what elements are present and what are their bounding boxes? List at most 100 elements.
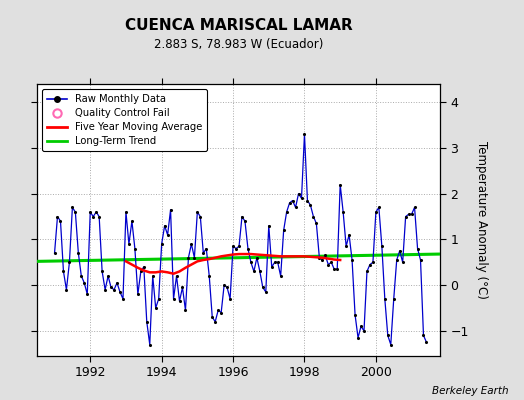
Point [396, 248, 404, 254]
Point [172, 273, 181, 279]
Point [155, 296, 163, 302]
Point [122, 209, 130, 215]
Point [351, 312, 359, 318]
Point [247, 259, 255, 266]
Text: CUENCA MARISCAL LAMAR: CUENCA MARISCAL LAMAR [125, 18, 352, 33]
Point [137, 268, 145, 275]
Point [238, 213, 246, 220]
Point [256, 268, 264, 275]
Point [223, 284, 231, 291]
Point [104, 273, 112, 279]
Point [336, 181, 344, 188]
Text: Berkeley Earth: Berkeley Earth [432, 386, 508, 396]
Point [354, 334, 362, 341]
Point [250, 268, 258, 275]
Point [226, 296, 234, 302]
Point [202, 245, 211, 252]
Point [178, 284, 187, 291]
Point [50, 250, 59, 256]
Point [74, 250, 83, 256]
Point [342, 243, 351, 250]
Point [169, 296, 178, 302]
Point [208, 314, 216, 320]
Y-axis label: Temperature Anomaly (°C): Temperature Anomaly (°C) [475, 141, 488, 299]
Point [139, 264, 148, 270]
Point [119, 296, 127, 302]
Point [348, 257, 356, 263]
Point [71, 209, 80, 215]
Point [318, 257, 326, 263]
Point [205, 273, 213, 279]
Point [148, 273, 157, 279]
Point [380, 296, 389, 302]
Point [229, 243, 237, 250]
Point [392, 257, 401, 263]
Point [389, 296, 398, 302]
Point [419, 332, 428, 339]
Point [98, 268, 106, 275]
Point [288, 197, 297, 204]
Point [68, 204, 77, 211]
Point [369, 259, 377, 266]
Point [378, 243, 386, 250]
Point [184, 254, 193, 261]
Point [303, 197, 312, 204]
Point [398, 259, 407, 266]
Point [357, 323, 365, 330]
Point [83, 291, 92, 298]
Point [193, 209, 202, 215]
Point [107, 284, 115, 291]
Point [211, 318, 220, 325]
Point [244, 245, 252, 252]
Point [62, 286, 71, 293]
Point [410, 204, 419, 211]
Point [157, 241, 166, 247]
Point [297, 195, 305, 202]
Point [291, 204, 300, 211]
Point [405, 211, 413, 218]
Legend: Raw Monthly Data, Quality Control Fail, Five Year Moving Average, Long-Term Tren: Raw Monthly Data, Quality Control Fail, … [42, 89, 207, 151]
Point [366, 261, 374, 268]
Point [407, 211, 416, 218]
Point [286, 200, 294, 206]
Point [253, 254, 261, 261]
Point [160, 222, 169, 229]
Point [339, 209, 347, 215]
Point [363, 268, 371, 275]
Point [282, 209, 291, 215]
Point [77, 273, 85, 279]
Point [181, 307, 190, 314]
Point [220, 282, 228, 288]
Point [110, 286, 118, 293]
Point [232, 245, 240, 252]
Point [53, 213, 62, 220]
Point [259, 284, 267, 291]
Point [330, 266, 339, 272]
Point [116, 289, 124, 295]
Point [176, 298, 184, 304]
Point [345, 232, 353, 238]
Point [274, 259, 282, 266]
Point [92, 209, 101, 215]
Point [217, 309, 225, 316]
Point [270, 259, 279, 266]
Point [372, 209, 380, 215]
Point [306, 202, 314, 208]
Point [134, 291, 142, 298]
Point [327, 259, 335, 266]
Point [59, 268, 68, 275]
Point [268, 264, 276, 270]
Point [422, 339, 431, 346]
Point [300, 131, 309, 138]
Point [360, 328, 368, 334]
Point [401, 213, 410, 220]
Point [151, 305, 160, 311]
Point [146, 341, 154, 348]
Point [241, 218, 249, 224]
Text: 2.883 S, 78.983 W (Ecuador): 2.883 S, 78.983 W (Ecuador) [154, 38, 323, 51]
Point [214, 307, 222, 314]
Point [143, 318, 151, 325]
Point [279, 227, 288, 234]
Point [167, 206, 175, 213]
Point [375, 204, 383, 211]
